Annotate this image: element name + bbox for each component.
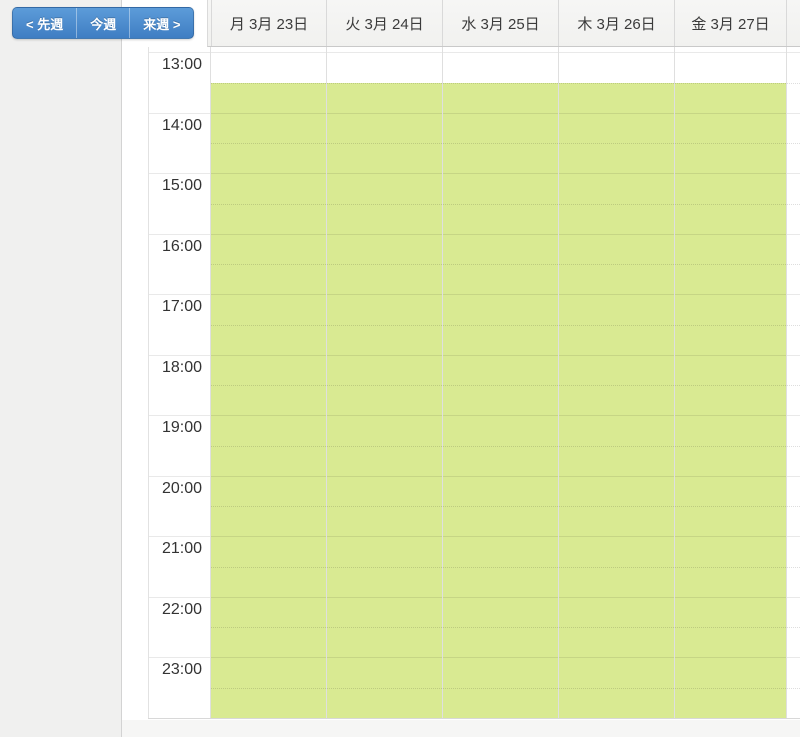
column-divider [558,47,559,719]
prev-week-button[interactable]: < 先週 [13,8,76,38]
time-label: 22:00 [161,600,202,618]
time-label: 17:00 [161,298,202,315]
column-divider [674,47,675,719]
week-nav-button-group: < 先週 今週 来週 > [12,7,195,39]
hour-row [148,52,800,113]
next-week-button[interactable]: 来週 > [129,8,193,38]
hour-row [148,536,800,597]
time-label: 18:00 [161,358,202,376]
hour-row [148,233,800,295]
column-divider [786,47,787,719]
time-label: 23:00 [161,661,202,678]
day-header-overflow [786,0,800,46]
time-label: 20:00 [161,479,202,497]
time-label: 21:00 [161,540,202,557]
time-label: 16:00 [161,237,202,255]
time-label: 13:00 [161,56,202,73]
time-label: 14:00 [161,116,202,134]
highlighted-time-range[interactable] [211,83,786,718]
day-header-row: 月 3月 23日 火 3月 24日 水 3月 25日 木 3月 26日 金 3月… [207,0,800,47]
day-header-thursday: 木 3月 26日 [558,0,674,46]
hour-row [148,294,800,355]
day-header-tuesday: 火 3月 24日 [326,0,442,46]
time-label: 15:00 [161,177,202,194]
hour-row [148,354,800,416]
hour-grid[interactable] [148,52,800,718]
day-header-monday: 月 3月 23日 [211,0,326,46]
hour-row [148,112,800,174]
day-header-wednesday: 水 3月 25日 [442,0,558,46]
column-divider [326,47,327,719]
grid-bottom-border [148,718,800,719]
hour-row [148,415,800,476]
hour-row [148,475,800,537]
hour-row [148,596,800,658]
hour-row [148,173,800,234]
gutter-divider [148,47,149,719]
time-gutter: 13:00 14:00 15:00 16:00 17:00 18:00 19:0… [148,52,210,718]
below-grid-area [122,720,800,737]
column-divider [210,47,211,719]
day-header-friday: 金 3月 27日 [674,0,786,46]
hour-row [148,657,800,718]
time-label: 19:00 [161,419,202,436]
this-week-button[interactable]: 今週 [76,8,129,38]
column-divider [442,47,443,719]
